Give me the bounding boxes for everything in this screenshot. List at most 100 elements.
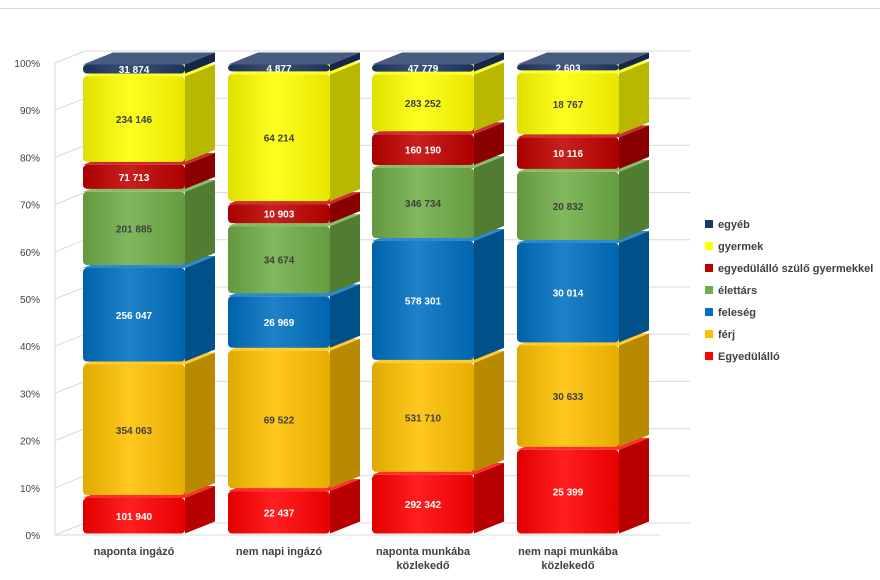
bar-front	[228, 296, 330, 348]
bar-side	[474, 122, 504, 165]
y-tick-label: 10%	[20, 484, 40, 495]
gridline-depth	[54, 522, 86, 536]
legend-item: férj	[718, 329, 735, 341]
bar-segment-élettárs: 201 885	[83, 179, 215, 265]
data-label: 25 399	[553, 488, 584, 499]
bar-front	[372, 362, 474, 472]
bar-segment-egyéb: 47 779	[372, 52, 504, 75]
x-category-label: közlekedő	[396, 560, 449, 572]
y-tick-label: 100%	[14, 59, 40, 70]
y-tick-label: 70%	[20, 201, 40, 212]
bar-side	[619, 159, 649, 240]
bar-front	[228, 204, 330, 224]
bar-segment-élettárs: 346 734	[372, 155, 504, 239]
y-tick-label: 40%	[20, 342, 40, 353]
y-tick-label: 60%	[20, 248, 40, 259]
bar-side	[330, 214, 360, 294]
bar-segment-férj: 30 633	[517, 333, 649, 447]
bar-front	[228, 64, 330, 72]
legend-item: egyedülálló szülő gyermekkel	[718, 263, 873, 275]
bar-front	[517, 64, 619, 71]
bar-front	[372, 241, 474, 360]
y-tick-label: 50%	[20, 295, 40, 306]
bar-segment-gyermek: 64 214	[228, 62, 360, 202]
bar-front	[517, 171, 619, 240]
legend-item: Egyedülálló	[718, 351, 780, 363]
gridline-depth	[54, 97, 86, 111]
bar-front	[83, 164, 185, 189]
legend-item: feleség	[718, 307, 756, 319]
data-label: 578 301	[405, 296, 442, 307]
bar-front	[517, 137, 619, 169]
bar-side	[185, 152, 215, 189]
data-label: 101 940	[116, 512, 153, 523]
bar-top	[228, 52, 360, 65]
bar-side	[185, 52, 215, 74]
bar-side	[474, 52, 504, 72]
bar-segment-feleség: 26 969	[228, 284, 360, 348]
bars: 101 940 354 063 256 047 201 885 71 713 234 14…	[83, 52, 649, 534]
bar-segment-élettárs: 34 674	[228, 214, 360, 294]
bar-side	[619, 61, 649, 135]
bar-side	[330, 338, 360, 489]
legend-item: egyéb	[718, 219, 750, 231]
bar-segment-gyermek: 234 146	[83, 64, 215, 162]
data-label: 2 603	[555, 63, 580, 74]
bar-top	[517, 52, 649, 65]
data-label: 30 014	[553, 289, 584, 300]
data-label: 10 116	[553, 149, 583, 160]
data-label: 31 874	[119, 65, 150, 76]
bar-front	[83, 267, 185, 362]
bar-front	[372, 74, 474, 132]
bar-front	[372, 64, 474, 72]
data-label: 10 903	[264, 210, 295, 221]
data-label: 47 779	[408, 64, 439, 75]
y-tick-label: 80%	[20, 153, 40, 164]
bar-side	[185, 486, 215, 534]
bar-side	[330, 479, 360, 534]
gridline-depth	[54, 475, 86, 489]
x-category-label: nem napi munkába	[518, 546, 619, 558]
bar-segment-egyedülálló: 292 342	[372, 462, 504, 534]
data-label: 20 832	[553, 202, 584, 213]
legend-item: élettárs	[718, 285, 757, 297]
gridline-depth	[54, 333, 86, 347]
y-tick-label: 90%	[20, 106, 40, 117]
y-tick-label: 0%	[26, 531, 41, 542]
bar-front	[83, 364, 185, 496]
bar-front	[228, 226, 330, 294]
bar-segment-feleség: 30 014	[517, 230, 649, 343]
bar-front	[517, 449, 619, 534]
bar-front	[517, 73, 619, 135]
legend-swatch	[705, 242, 713, 250]
legend-item: gyermek	[718, 241, 764, 253]
bar-front	[372, 134, 474, 165]
bar-side	[474, 62, 504, 132]
data-label: 4 877	[266, 64, 291, 75]
bar-side	[619, 230, 649, 343]
data-label: 283 252	[405, 99, 442, 110]
bar-front	[83, 76, 185, 162]
gridline-depth	[54, 239, 86, 253]
bar-side	[619, 333, 649, 447]
gridline-depth	[54, 428, 86, 442]
y-tick-label: 30%	[20, 389, 40, 400]
data-label: 26 969	[264, 318, 295, 329]
bar-segment-egyéb: 31 874	[83, 52, 215, 76]
bar-top	[83, 52, 215, 65]
data-label: 160 190	[405, 146, 442, 157]
bar-front	[228, 350, 330, 489]
bar-segment-egyedülálló: 25 399	[517, 437, 649, 534]
bar-segment-férj: 531 710	[372, 350, 504, 472]
x-category-label: nem napi ingázó	[236, 546, 322, 558]
bar-segment-egyéb: 2 603	[517, 52, 649, 74]
bar-front	[517, 345, 619, 447]
data-label: 354 063	[116, 426, 153, 437]
bar-front	[517, 242, 619, 343]
bar-side	[185, 179, 215, 265]
data-label: 71 713	[119, 173, 150, 184]
bar-segment-feleség: 578 301	[372, 229, 504, 360]
bar-front	[228, 74, 330, 202]
data-label: 18 767	[553, 100, 584, 111]
